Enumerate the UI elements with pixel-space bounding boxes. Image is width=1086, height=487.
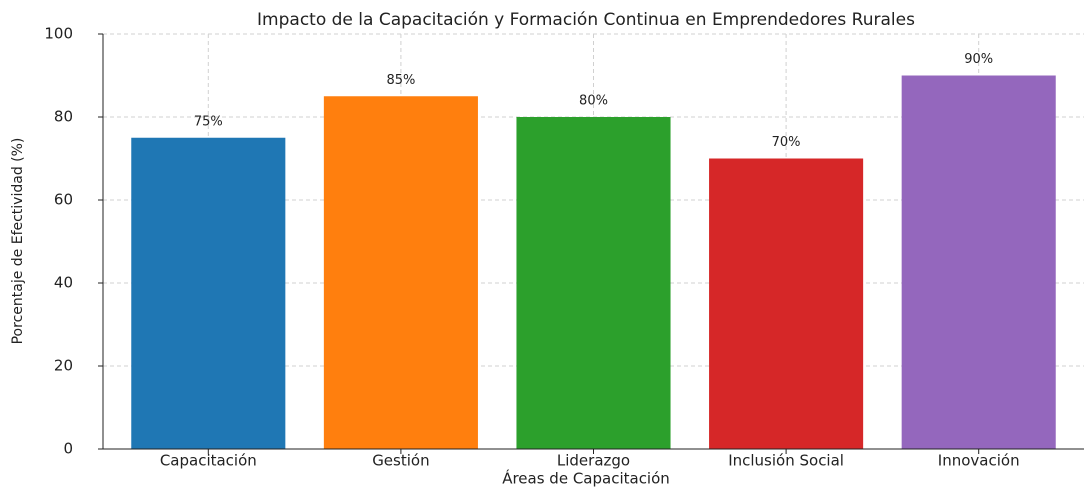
x-tick-label: Gestión <box>372 452 429 470</box>
x-axis-label: Áreas de Capacitación <box>502 469 670 487</box>
value-label: 90% <box>964 52 993 67</box>
value-label: 70% <box>772 135 801 150</box>
y-axis-label: Porcentaje de Efectividad (%) <box>10 138 26 345</box>
x-tick-label: Liderazgo <box>557 452 630 470</box>
x-tick-label: Capacitación <box>160 452 257 470</box>
value-label: 75% <box>194 114 223 129</box>
y-tick-label: 40 <box>54 274 73 292</box>
x-tick-label: Innovación <box>938 452 1020 470</box>
y-tick-label: 0 <box>63 440 73 458</box>
chart-title: Impacto de la Capacitación y Formación C… <box>257 10 915 30</box>
bar <box>323 96 478 449</box>
value-label: 80% <box>579 94 608 109</box>
bar <box>516 117 671 449</box>
y-tick-label: 80 <box>54 108 73 126</box>
y-tick-label: 100 <box>44 25 73 43</box>
x-tick-label: Inclusión Social <box>728 452 844 470</box>
bar <box>709 158 864 449</box>
y-tick-label: 60 <box>54 191 73 209</box>
y-tick-label: 20 <box>54 357 73 375</box>
value-label: 85% <box>386 73 415 88</box>
bar <box>901 75 1056 449</box>
bar <box>131 137 286 449</box>
